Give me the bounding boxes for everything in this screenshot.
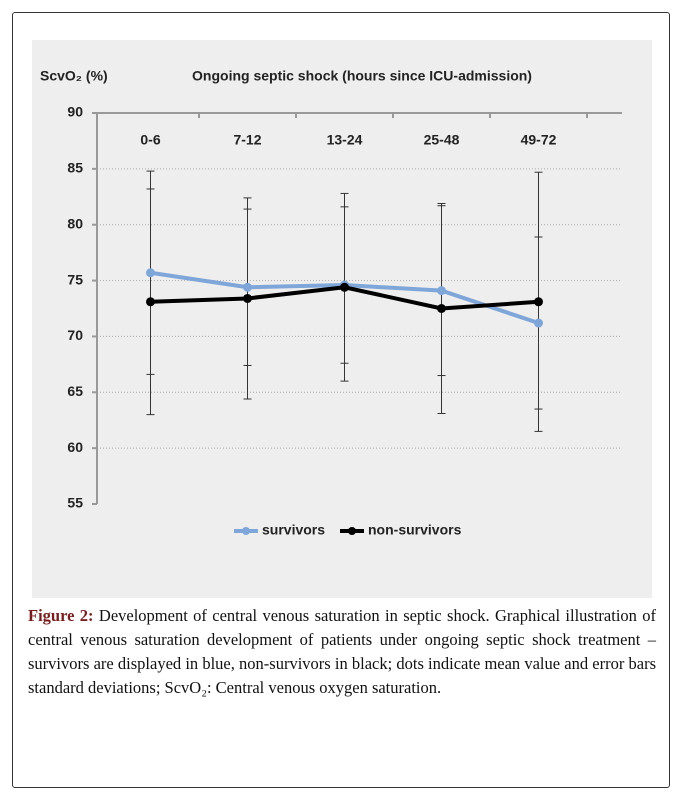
- data-point: [534, 297, 543, 307]
- y-tick-label: 80: [67, 215, 83, 231]
- x-tick-label: 25-48: [424, 132, 460, 148]
- data-point: [243, 293, 252, 303]
- data-point: [340, 282, 349, 292]
- data-point: [243, 282, 252, 292]
- y-tick-label: 55: [67, 495, 83, 511]
- legend-marker: [242, 527, 250, 535]
- x-tick-label: 7-12: [233, 132, 261, 148]
- y-tick-label: 65: [67, 383, 83, 399]
- y-tick-label: 85: [67, 160, 83, 176]
- y-tick-label: 75: [67, 271, 83, 287]
- legend-label: survivors: [262, 522, 325, 538]
- x-tick-label: 0-6: [140, 132, 160, 148]
- data-point: [437, 304, 446, 313]
- y-tick-label: 70: [67, 327, 83, 343]
- y-tick-label: 60: [67, 439, 83, 455]
- chart-title: Ongoing septic shock (hours since ICU-ad…: [192, 68, 532, 84]
- data-point: [437, 286, 446, 296]
- figure-frame: [12, 12, 670, 788]
- chart-background: [32, 40, 652, 598]
- x-tick-label: 49-72: [521, 132, 557, 148]
- y-tick-label: 90: [67, 104, 83, 120]
- caption-label: Figure 2:: [28, 606, 94, 625]
- caption-text: Development of central venous saturation…: [28, 606, 657, 697]
- data-point: [146, 268, 155, 278]
- data-point: [534, 318, 543, 328]
- y-axis-label: ScvO₂ (%): [40, 68, 108, 84]
- figure-caption: Figure 2: Development of central venous …: [28, 604, 656, 700]
- data-point: [146, 297, 155, 307]
- legend-label: non-survivors: [368, 522, 462, 538]
- chart: ScvO₂ (%) Ongoing septic shock (hours si…: [32, 40, 652, 598]
- x-tick-label: 13-24: [327, 132, 363, 148]
- legend-marker: [348, 527, 356, 535]
